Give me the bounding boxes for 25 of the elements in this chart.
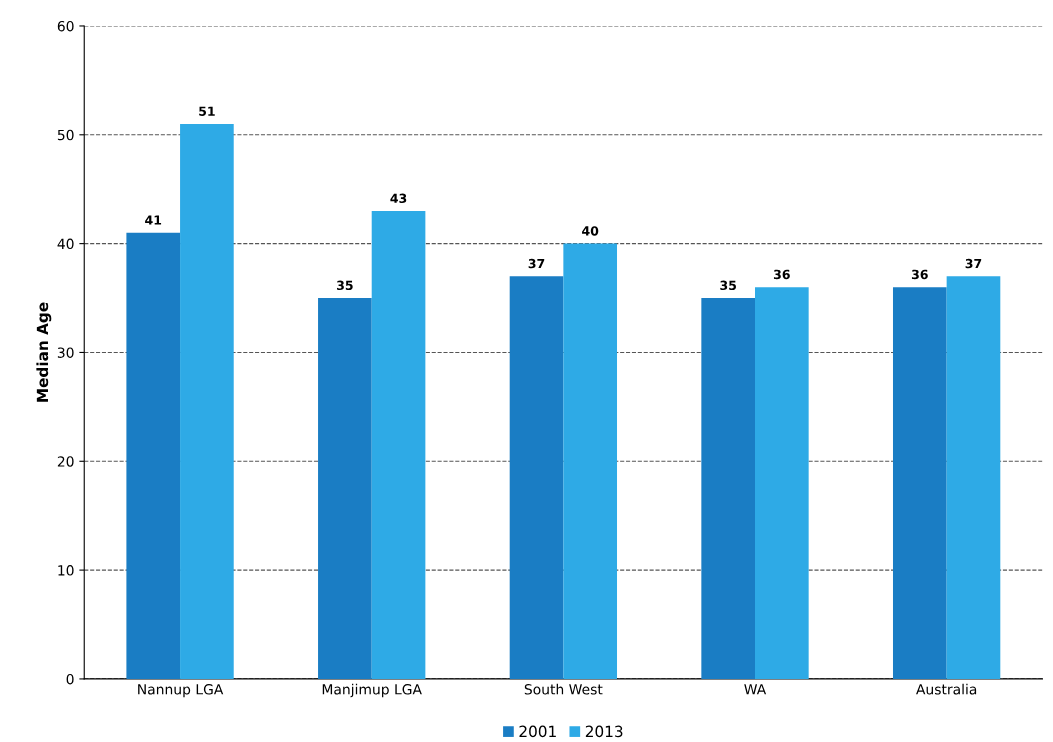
x-tick-label: Manjimup LGA	[322, 683, 422, 698]
y-tick-label: 10	[58, 565, 74, 576]
y-axis-title: Median Age	[36, 302, 52, 402]
data-label: 37	[528, 258, 545, 269]
data-label: 35	[337, 280, 353, 291]
y-tick-label: 0	[66, 673, 74, 685]
data-label: 36	[911, 269, 928, 280]
x-tick-label: Australia	[916, 683, 977, 695]
legend-label: 2001	[519, 725, 556, 738]
data-label: 43	[390, 193, 407, 203]
legend-label: 2013	[585, 725, 623, 738]
y-tick-label: 30	[57, 347, 74, 358]
data-label: 35	[720, 280, 736, 291]
data-label: 40	[582, 226, 599, 236]
data-label: 37	[965, 258, 982, 269]
y-tick-label: 20	[57, 456, 74, 467]
data-label: 36	[773, 269, 790, 280]
y-tick-label: 60	[57, 20, 74, 32]
y-tick-label: 40	[57, 238, 74, 250]
x-tick-label: WA	[744, 684, 767, 695]
x-tick-label: South West	[524, 683, 603, 695]
data-label: 51	[199, 106, 215, 116]
x-tick-label: Nannup LGA	[138, 684, 224, 698]
y-tick-label: 50	[57, 129, 74, 141]
data-label: 41	[145, 215, 162, 225]
